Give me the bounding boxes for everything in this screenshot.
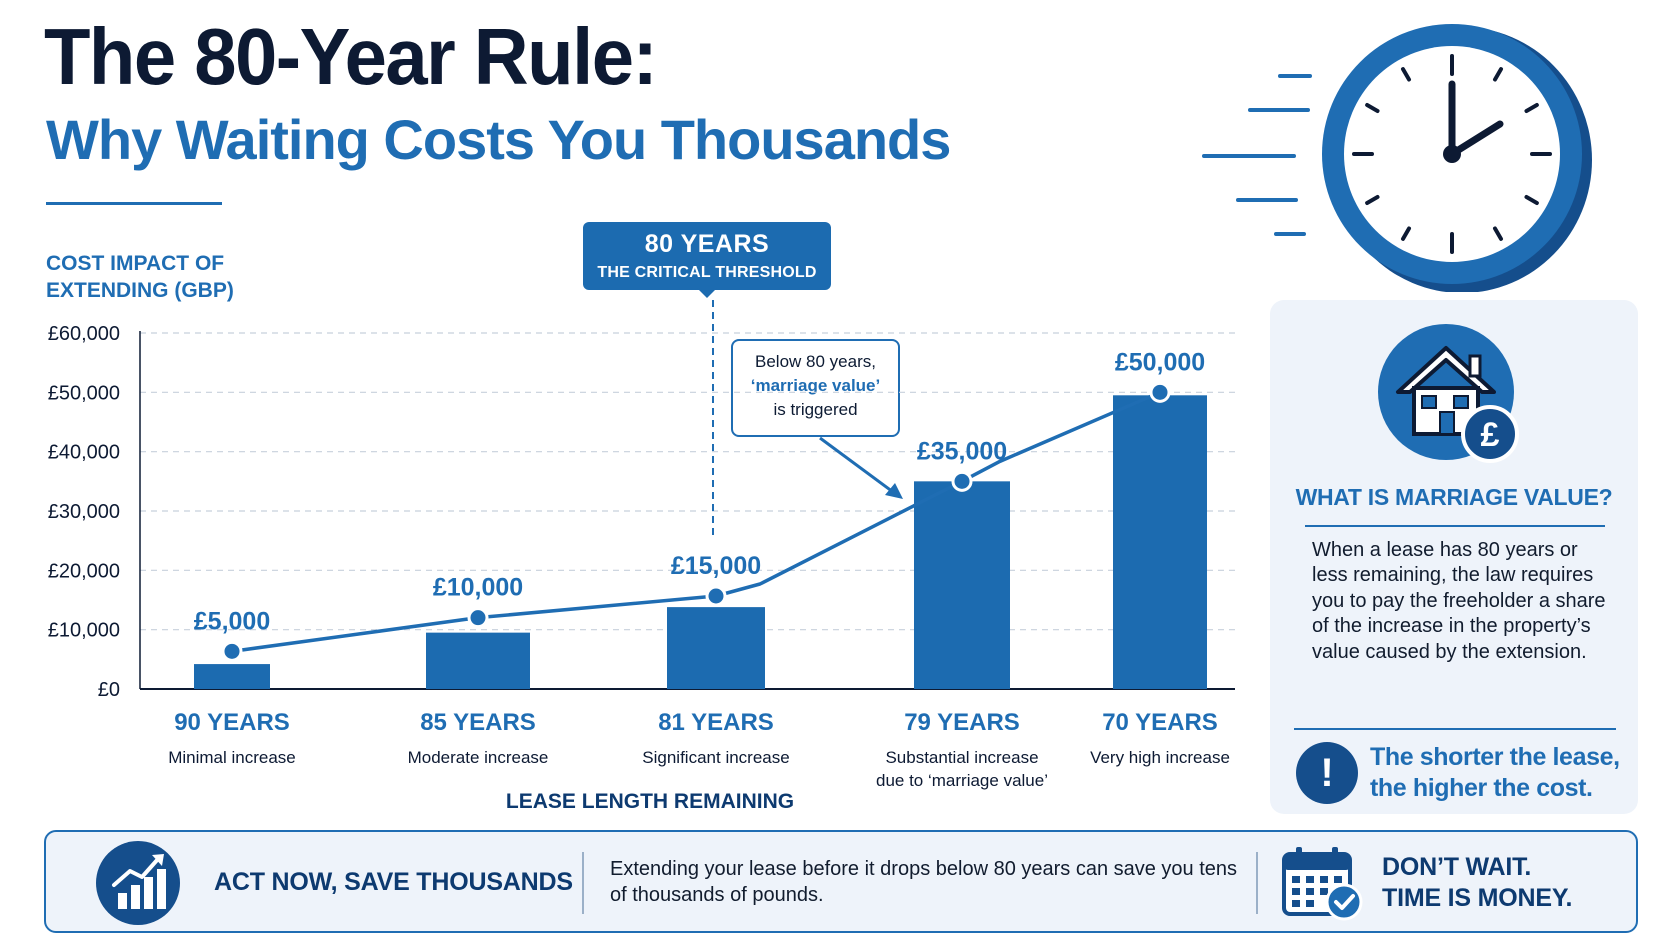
footer-divider xyxy=(582,852,584,914)
side-panel-heading: WHAT IS MARRIAGE VALUE? xyxy=(1295,484,1613,510)
svg-text:£: £ xyxy=(1481,416,1500,454)
y-tick-label: £50,000 xyxy=(48,382,120,404)
footer-slogan-line1: DON’T WAIT. xyxy=(1382,853,1532,881)
value-label: £35,000 xyxy=(917,437,1007,465)
threshold-title: 80 YEARS xyxy=(644,230,770,258)
bar xyxy=(194,664,270,689)
threshold-callout-pointer xyxy=(697,288,717,298)
side-panel-divider xyxy=(1294,728,1616,730)
side-panel-divider xyxy=(1305,525,1605,527)
x-tick-label: 90 YEARS xyxy=(174,709,290,736)
category-description: Moderate increase xyxy=(408,748,549,767)
footer-slogan: DON’T WAIT. TIME IS MONEY. xyxy=(1382,852,1572,913)
category-description: Significant increase xyxy=(642,748,789,767)
y-tick-label: £40,000 xyxy=(48,442,120,464)
data-point xyxy=(467,607,489,629)
data-point xyxy=(1149,381,1171,403)
marriage-callout-line2: ‘marriage value’ xyxy=(750,376,881,396)
category-description: Very high increase xyxy=(1090,748,1230,767)
side-panel-body: When a lease has 80 years or less remain… xyxy=(1312,539,1606,663)
footer-message: Extending your lease before it drops bel… xyxy=(610,858,1238,906)
bar-chart: £0 £10,000 £20,000 £30,000 £40,000 £50,000 £60… xyxy=(48,300,1235,790)
y-tick-label: £30,000 xyxy=(48,501,120,523)
page-title: The 80-Year Rule: xyxy=(44,12,658,102)
y-axis-title: COST IMPACT OF EXTENDING (GBP) xyxy=(46,252,234,303)
y-tick-label: £60,000 xyxy=(48,323,120,345)
data-point xyxy=(705,585,727,607)
value-label: £15,000 xyxy=(671,552,761,580)
clock-icon xyxy=(1190,12,1610,293)
bar xyxy=(1113,395,1207,689)
x-tick-label: 81 YEARS xyxy=(658,709,774,736)
marriage-value-panel: £ WHAT IS MARRIAGE VALUE? When a lease h… xyxy=(1270,300,1638,814)
page-subtitle: Why Waiting Costs You Thousands xyxy=(46,108,951,171)
x-tick-label: 85 YEARS xyxy=(420,709,536,736)
marriage-value-callout: Below 80 years, ‘marriage value’ is trig… xyxy=(731,339,900,437)
category-description: Substantial increase due to ‘marriage val… xyxy=(876,748,1048,790)
bar xyxy=(914,481,1010,689)
arrow-head xyxy=(885,483,903,499)
footer-cta: ACT NOW, SAVE THOUSANDS xyxy=(214,868,573,896)
house-pound-icon: £ xyxy=(1376,322,1526,477)
callout-arrow xyxy=(819,436,894,494)
growth-chart-icon xyxy=(96,841,180,925)
y-tick-label: £20,000 xyxy=(48,560,120,582)
calendar-check-icon xyxy=(1278,844,1368,929)
x-axis-title: LEASE LENGTH REMAINING xyxy=(505,790,795,813)
marriage-callout-line1: Below 80 years, xyxy=(755,352,876,371)
threshold-subtitle: THE CRITICAL THRESHOLD xyxy=(597,264,817,281)
marriage-callout-line3: is triggered xyxy=(773,400,858,420)
x-tick-label: 70 YEARS xyxy=(1102,709,1218,736)
x-tick-label: 79 YEARS xyxy=(904,709,1020,736)
category-description: Minimal increase xyxy=(168,748,296,767)
footer-slogan-line2: TIME IS MONEY. xyxy=(1382,883,1573,912)
data-point xyxy=(221,640,243,662)
value-label: £50,000 xyxy=(1115,348,1205,376)
bar xyxy=(426,632,530,689)
footer-divider xyxy=(1256,852,1258,914)
y-tick-label: £10,000 xyxy=(48,620,120,642)
warning-text: The shorter the lease, the higher the co… xyxy=(1370,743,1620,802)
value-label: £10,000 xyxy=(433,574,523,602)
data-point xyxy=(951,470,973,492)
bar xyxy=(667,607,765,689)
y-tick-label: £0 xyxy=(98,679,120,701)
title-divider xyxy=(46,202,222,205)
threshold-callout: 80 YEARS THE CRITICAL THRESHOLD xyxy=(583,222,831,290)
exclamation-icon: ! xyxy=(1296,742,1358,804)
value-label: £5,000 xyxy=(194,607,270,635)
footer-banner: ACT NOW, SAVE THOUSANDS Extending your l… xyxy=(44,830,1638,933)
